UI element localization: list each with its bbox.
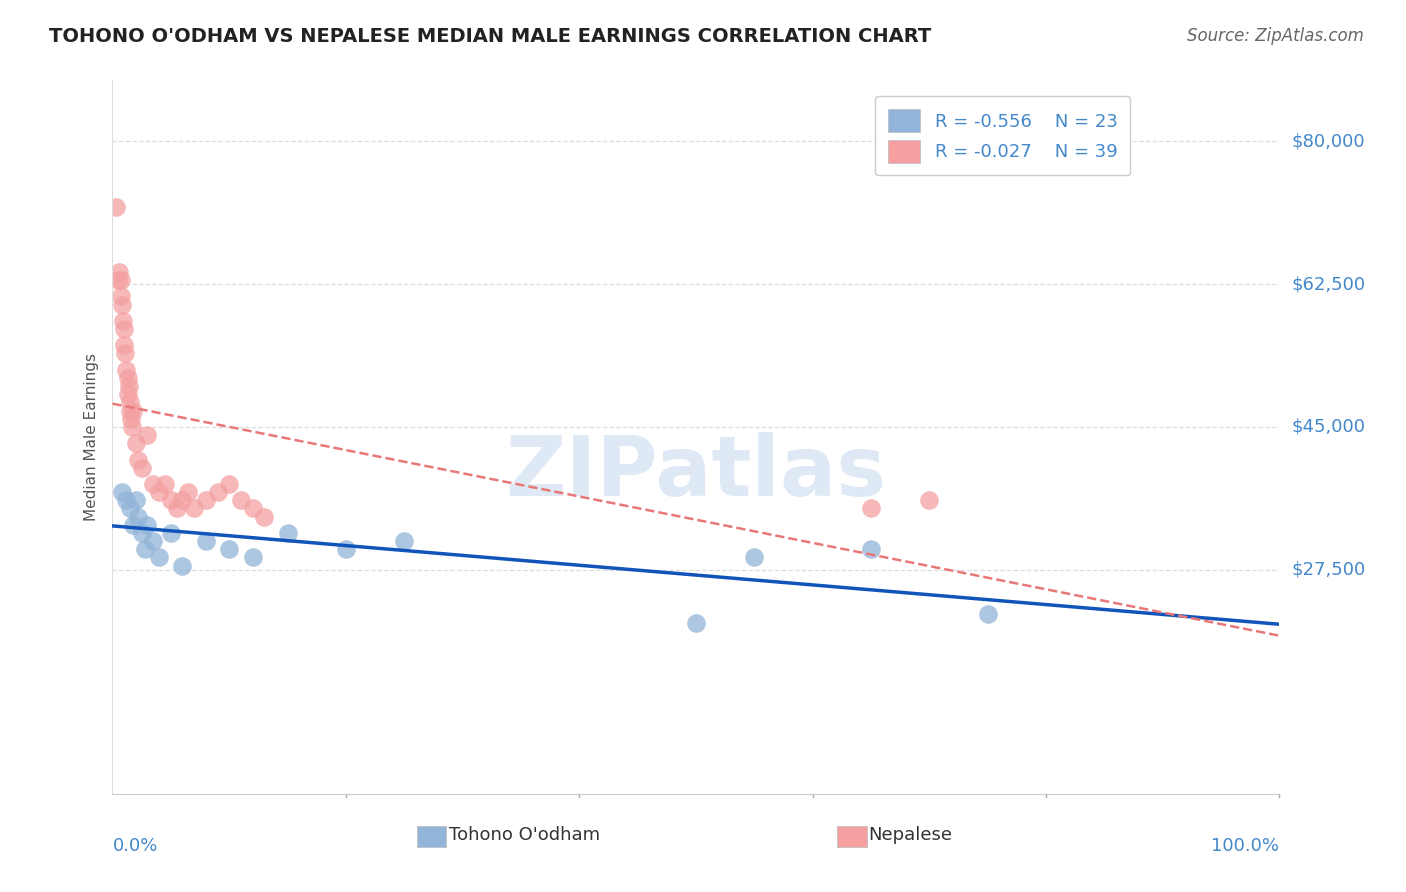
Point bbox=[229, 493, 252, 508]
Point bbox=[136, 517, 159, 532]
Point bbox=[194, 493, 217, 508]
Point bbox=[142, 477, 165, 491]
Text: ZIPatlas: ZIPatlas bbox=[506, 433, 886, 513]
FancyBboxPatch shape bbox=[837, 826, 866, 847]
Point bbox=[160, 493, 183, 508]
Point bbox=[335, 542, 357, 557]
Point bbox=[111, 297, 134, 311]
Point bbox=[253, 509, 276, 524]
Point bbox=[122, 517, 145, 532]
Point bbox=[108, 265, 131, 279]
Point bbox=[276, 525, 298, 540]
Point bbox=[110, 273, 132, 287]
Text: Source: ZipAtlas.com: Source: ZipAtlas.com bbox=[1187, 27, 1364, 45]
Point bbox=[121, 420, 143, 434]
Point bbox=[110, 289, 132, 303]
Point bbox=[127, 509, 149, 524]
Point bbox=[160, 525, 183, 540]
Point bbox=[242, 501, 264, 516]
Point bbox=[118, 379, 141, 393]
Text: $80,000: $80,000 bbox=[1291, 132, 1365, 151]
Text: Tohono O'odham: Tohono O'odham bbox=[449, 826, 600, 844]
Point bbox=[218, 477, 240, 491]
Point bbox=[183, 501, 205, 516]
Y-axis label: Median Male Earnings: Median Male Earnings bbox=[84, 353, 100, 521]
Point bbox=[744, 550, 766, 565]
Point bbox=[117, 371, 139, 385]
Text: $45,000: $45,000 bbox=[1291, 417, 1365, 436]
Point bbox=[125, 436, 148, 450]
Point bbox=[118, 501, 141, 516]
FancyBboxPatch shape bbox=[418, 826, 447, 847]
Point bbox=[153, 477, 176, 491]
Point bbox=[242, 550, 264, 565]
Point bbox=[134, 542, 156, 557]
Point bbox=[112, 322, 135, 336]
Text: $62,500: $62,500 bbox=[1291, 275, 1365, 293]
Point bbox=[860, 501, 883, 516]
Point bbox=[918, 493, 941, 508]
Text: $27,500: $27,500 bbox=[1291, 560, 1365, 579]
Point bbox=[107, 273, 129, 287]
Point bbox=[111, 314, 134, 328]
Point bbox=[118, 403, 141, 417]
Point bbox=[976, 607, 998, 622]
Point bbox=[127, 452, 149, 467]
Point bbox=[118, 395, 141, 409]
Point bbox=[860, 542, 883, 557]
Text: Nepalese: Nepalese bbox=[869, 826, 953, 844]
Point bbox=[172, 493, 194, 508]
Point bbox=[194, 534, 217, 549]
Text: 100.0%: 100.0% bbox=[1212, 837, 1279, 855]
Point bbox=[122, 403, 145, 417]
Point bbox=[115, 493, 138, 508]
Point bbox=[104, 200, 127, 214]
Point bbox=[172, 558, 194, 573]
Point bbox=[142, 534, 165, 549]
Legend: R = -0.556    N = 23, R = -0.027    N = 39: R = -0.556 N = 23, R = -0.027 N = 39 bbox=[876, 96, 1130, 176]
Point bbox=[120, 411, 142, 425]
Point bbox=[111, 485, 134, 500]
Point bbox=[115, 363, 138, 377]
Point bbox=[136, 428, 159, 442]
Point bbox=[394, 534, 416, 549]
Point bbox=[148, 485, 170, 500]
Text: 0.0%: 0.0% bbox=[112, 837, 157, 855]
Point bbox=[114, 346, 136, 360]
Point bbox=[218, 542, 240, 557]
Point bbox=[125, 493, 148, 508]
Point bbox=[117, 387, 139, 401]
Point bbox=[207, 485, 229, 500]
Point bbox=[148, 550, 170, 565]
Point bbox=[166, 501, 188, 516]
Point bbox=[112, 338, 135, 352]
Point bbox=[131, 460, 153, 475]
Point bbox=[685, 615, 707, 630]
Point bbox=[177, 485, 200, 500]
Point bbox=[131, 525, 153, 540]
Text: TOHONO O'ODHAM VS NEPALESE MEDIAN MALE EARNINGS CORRELATION CHART: TOHONO O'ODHAM VS NEPALESE MEDIAN MALE E… bbox=[49, 27, 931, 45]
